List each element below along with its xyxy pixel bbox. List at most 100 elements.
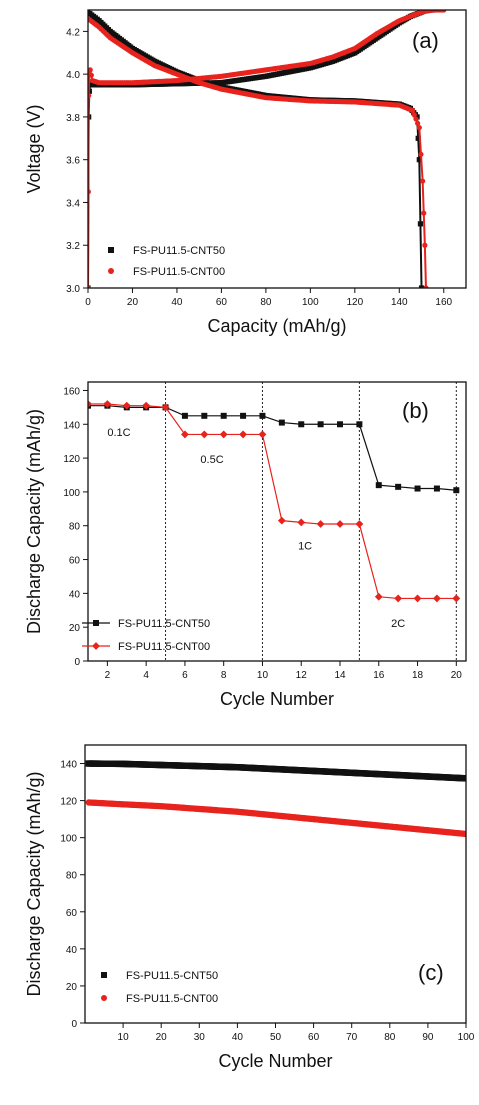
- data-point: [375, 482, 382, 489]
- x-tick-label: 20: [127, 297, 139, 308]
- data-point: [418, 285, 425, 288]
- x-tick-label: 10: [118, 1032, 130, 1043]
- y-tick-label: 4.2: [66, 27, 80, 38]
- data-point: [413, 116, 419, 122]
- data-point: [356, 421, 363, 428]
- x-tick-label: 40: [171, 297, 183, 308]
- data-point: [422, 242, 428, 248]
- data-point: [181, 430, 189, 439]
- data-point: [277, 516, 286, 525]
- x-tick-label: 18: [412, 670, 424, 681]
- legend-entry-1: FS-PU11.5-CNT00: [108, 266, 225, 278]
- series-1: [88, 10, 447, 288]
- legend-marker: [92, 642, 100, 650]
- legend-marker: [93, 620, 99, 626]
- x-tick-label: 2: [105, 670, 111, 681]
- data-point: [103, 400, 112, 408]
- legend-marker: [101, 972, 107, 978]
- series-1: [85, 799, 466, 838]
- chart-panel-a: 0 20 40 60 80 100 120 140 160 3.0 3.2 3.4 3.6 3.8 4.0 4…: [24, 9, 467, 336]
- data-point: [142, 401, 151, 410]
- y-tick-label: 100: [63, 488, 80, 499]
- data-point: [88, 88, 92, 94]
- x-tick-label: 0: [85, 297, 91, 308]
- legend-label: FS-PU11.5-CNT50: [118, 618, 210, 630]
- data-point: [88, 92, 92, 99]
- x-tick-label: 70: [346, 1032, 358, 1043]
- x-tick-label: 40: [232, 1032, 244, 1043]
- data-point: [88, 114, 92, 120]
- x-tick-label: 12: [296, 670, 308, 681]
- x-axis-title: Capacity (mAh/g): [207, 316, 346, 336]
- series-line: [88, 403, 457, 600]
- y-tick-label: 20: [69, 623, 81, 634]
- data-point: [410, 107, 416, 114]
- data-point: [416, 125, 422, 131]
- data-point: [395, 483, 402, 490]
- legend-label: FS-PU11.5-CNT00: [126, 993, 218, 1005]
- x-tick-label: 80: [384, 1032, 396, 1043]
- data-point: [355, 520, 364, 528]
- y-tick-label: 0: [71, 1019, 77, 1030]
- data-point: [453, 487, 460, 494]
- panel-label: (c): [418, 960, 444, 985]
- data-point: [420, 178, 426, 184]
- plot-area: [88, 10, 447, 288]
- y-tick-label: 3.6: [66, 156, 80, 167]
- rate-annotation: 1C: [298, 540, 312, 552]
- legend-marker: [108, 247, 114, 253]
- legend-entry-0: FS-PU11.5-CNT50: [108, 245, 225, 257]
- data-point: [417, 221, 424, 227]
- data-point: [298, 421, 305, 428]
- x-tick-label: 160: [435, 297, 452, 308]
- y-axis-title: Discharge Capacity (mAh/g): [24, 409, 44, 634]
- data-point: [433, 485, 440, 492]
- panel-label: (b): [402, 398, 429, 423]
- y-tick-label: 60: [66, 908, 78, 919]
- data-point: [88, 189, 91, 195]
- plot-area: [85, 760, 466, 838]
- legend-label: FS-PU11.5-CNT00: [118, 641, 210, 653]
- data-point: [413, 594, 422, 603]
- data-point: [258, 430, 267, 439]
- rate-annotation: 0.1C: [107, 427, 130, 439]
- y-tick-label: 3.0: [66, 284, 80, 295]
- data-point: [421, 210, 427, 216]
- x-tick-label: 14: [334, 670, 346, 681]
- legend-label: FS-PU11.5-CNT00: [133, 266, 225, 278]
- x-tick-label: 80: [260, 297, 272, 308]
- y-tick-label: 120: [63, 454, 80, 465]
- panel-label: (a): [412, 28, 439, 53]
- x-tick-label: 20: [156, 1032, 168, 1043]
- x-tick-label: 6: [182, 670, 188, 681]
- x-tick-label: 20: [451, 670, 463, 681]
- data-point: [201, 412, 208, 419]
- x-tick-label: 100: [458, 1032, 475, 1043]
- y-tick-label: 40: [66, 945, 78, 956]
- legend-entry-0: FS-PU11.5-CNT50: [101, 970, 218, 982]
- legend-label: FS-PU11.5-CNT50: [126, 970, 218, 982]
- data-point: [278, 419, 285, 426]
- data-point: [219, 430, 228, 439]
- data-point: [88, 67, 93, 73]
- y-axis-title: Voltage (V): [24, 104, 44, 193]
- y-tick-label: 80: [69, 522, 81, 533]
- x-tick-label: 60: [308, 1032, 320, 1043]
- y-tick-label: 3.8: [66, 113, 80, 124]
- data-point: [337, 421, 343, 428]
- data-point: [374, 592, 383, 601]
- y-tick-label: 0: [74, 657, 80, 668]
- x-tick-label: 100: [302, 297, 319, 308]
- data-point: [336, 520, 344, 528]
- rate-annotation: 0.5C: [200, 454, 223, 466]
- data-point: [239, 430, 247, 439]
- data-point: [394, 594, 403, 603]
- data-point: [200, 430, 209, 439]
- data-point: [240, 412, 247, 419]
- data-point: [462, 830, 466, 838]
- x-tick-label: 140: [391, 297, 408, 308]
- data-point: [88, 72, 94, 78]
- series-0: [85, 760, 466, 782]
